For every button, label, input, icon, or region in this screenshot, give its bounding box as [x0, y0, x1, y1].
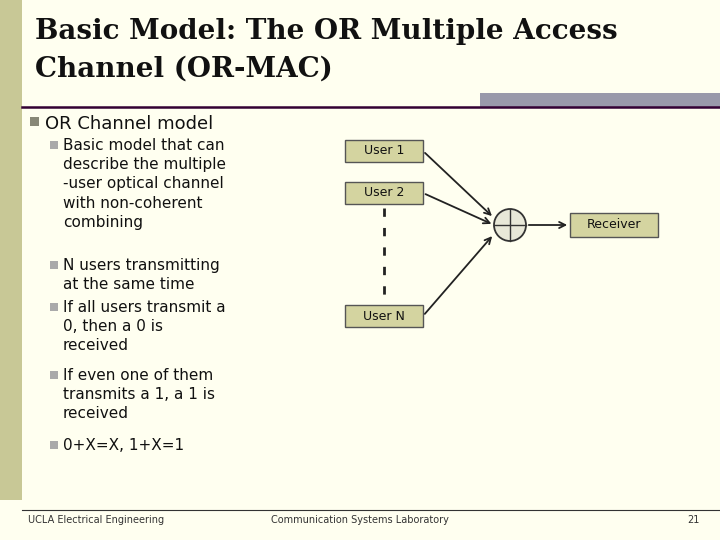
Bar	[30, 117, 39, 126]
Text: Basic Model: The OR Multiple Access: Basic Model: The OR Multiple Access	[35, 18, 618, 45]
Text: Channel (OR-MAC): Channel (OR-MAC)	[35, 56, 333, 83]
FancyBboxPatch shape	[570, 213, 658, 237]
Text: Basic model that can
describe the multiple
-user optical channel
with non-cohere: Basic model that can describe the multip…	[63, 138, 226, 230]
Text: N users transmitting
at the same time: N users transmitting at the same time	[63, 258, 220, 292]
FancyBboxPatch shape	[345, 140, 423, 162]
Text: 0+X=X, 1+X=1: 0+X=X, 1+X=1	[63, 438, 184, 453]
Bar	[480, 93, 720, 107]
Circle shape	[494, 209, 526, 241]
Text: If all users transmit a
0, then a 0 is
received: If all users transmit a 0, then a 0 is r…	[63, 300, 225, 353]
Bar	[50, 261, 58, 269]
Text: UCLA Electrical Engineering: UCLA Electrical Engineering	[28, 515, 164, 525]
Text: Receiver: Receiver	[587, 219, 642, 232]
Text: If even one of them
transmits a 1, a 1 is
received: If even one of them transmits a 1, a 1 i…	[63, 368, 215, 421]
Text: User 1: User 1	[364, 145, 404, 158]
Text: OR Channel model: OR Channel model	[45, 115, 213, 133]
Text: User 2: User 2	[364, 186, 404, 199]
Bar	[50, 441, 58, 449]
FancyBboxPatch shape	[345, 305, 423, 327]
FancyBboxPatch shape	[345, 182, 423, 204]
Text: 21: 21	[688, 515, 700, 525]
Bar	[50, 141, 58, 149]
Bar	[50, 303, 58, 311]
Bar	[0, 0, 22, 500]
Bar	[50, 371, 58, 379]
Text: User N: User N	[363, 309, 405, 322]
Text: Communication Systems Laboratory: Communication Systems Laboratory	[271, 515, 449, 525]
